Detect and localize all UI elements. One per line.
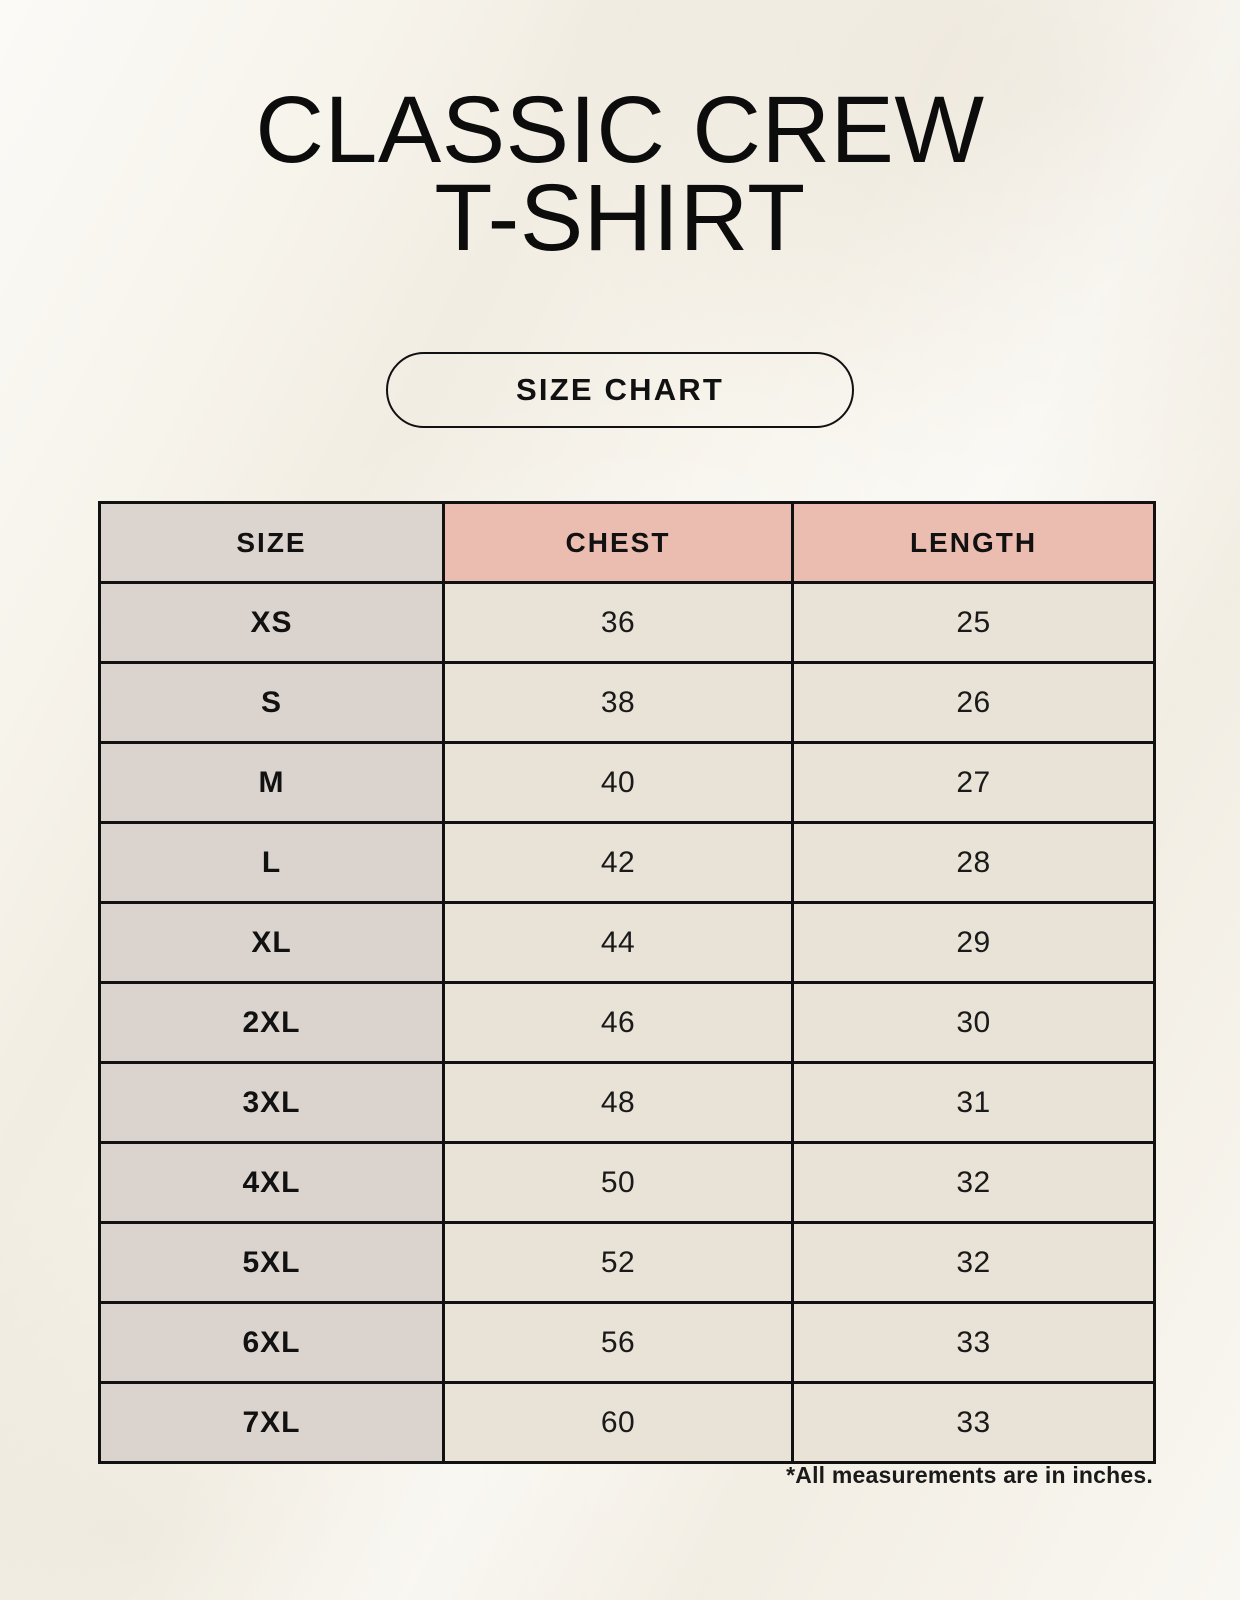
cell-length: 25 — [791, 581, 1156, 664]
table-row: M 40 27 — [98, 741, 1156, 824]
table-row: L 42 28 — [98, 821, 1156, 904]
table-row: 5XL 52 32 — [98, 1221, 1156, 1304]
table-row: S 38 26 — [98, 661, 1156, 744]
page-title-line-1: CLASSIC CREW — [255, 77, 985, 183]
cell-length: 33 — [791, 1301, 1156, 1384]
cell-length: 29 — [791, 901, 1156, 984]
table-row: 4XL 50 32 — [98, 1141, 1156, 1224]
cell-length: 30 — [791, 981, 1156, 1064]
cell-length: 32 — [791, 1221, 1156, 1304]
cell-length: 33 — [791, 1381, 1156, 1464]
size-table-body: XS 36 25 S 38 26 M 40 27 L 42 28 XL 44 29 2XL 46 30 3XL 48 3… — [98, 581, 1156, 1464]
page-title: CLASSIC CREW T-SHIRT — [0, 77, 1240, 271]
cell-size: XL — [98, 901, 445, 984]
cell-chest: 60 — [442, 1381, 794, 1464]
table-row: 2XL 46 30 — [98, 981, 1156, 1064]
cell-chest: 50 — [442, 1141, 794, 1224]
size-table: SIZE CHEST LENGTH XS 36 25 S 38 26 M 40 27 L 42 28 X… — [98, 501, 1156, 1464]
table-row: XS 36 25 — [98, 581, 1156, 664]
cell-chest: 48 — [442, 1061, 794, 1144]
cell-size: XS — [98, 581, 445, 664]
cell-chest: 52 — [442, 1221, 794, 1304]
cell-chest: 38 — [442, 661, 794, 744]
cell-chest: 36 — [442, 581, 794, 664]
cell-size: M — [98, 741, 445, 824]
size-table-header: SIZE CHEST LENGTH — [98, 501, 1156, 584]
column-header-chest: CHEST — [442, 501, 794, 584]
cell-length: 26 — [791, 661, 1156, 744]
cell-chest: 44 — [442, 901, 794, 984]
cell-length: 32 — [791, 1141, 1156, 1224]
cell-size: 4XL — [98, 1141, 445, 1224]
table-row: XL 44 29 — [98, 901, 1156, 984]
cell-chest: 42 — [442, 821, 794, 904]
cell-size: 6XL — [98, 1301, 445, 1384]
cell-chest: 40 — [442, 741, 794, 824]
size-chart-badge-container: SIZE CHART — [0, 352, 1240, 428]
cell-length: 31 — [791, 1061, 1156, 1144]
measurements-footnote: *All measurements are in inches. — [786, 1462, 1153, 1488]
cell-size: L — [98, 821, 445, 904]
cell-chest: 46 — [442, 981, 794, 1064]
cell-size: 5XL — [98, 1221, 445, 1304]
table-row: 6XL 56 33 — [98, 1301, 1156, 1384]
size-table-container: SIZE CHEST LENGTH XS 36 25 S 38 26 M 40 27 L 42 28 X… — [98, 501, 1156, 1464]
cell-size: 7XL — [98, 1381, 445, 1464]
cell-size: 3XL — [98, 1061, 445, 1144]
cell-length: 27 — [791, 741, 1156, 824]
table-row: 3XL 48 31 — [98, 1061, 1156, 1144]
table-header-row: SIZE CHEST LENGTH — [98, 501, 1156, 584]
size-chart-badge: SIZE CHART — [386, 352, 854, 428]
table-row: 7XL 60 33 — [98, 1381, 1156, 1464]
column-header-length: LENGTH — [791, 501, 1156, 584]
column-header-size: SIZE — [98, 501, 445, 584]
cell-size: 2XL — [98, 981, 445, 1064]
cell-length: 28 — [791, 821, 1156, 904]
cell-chest: 56 — [442, 1301, 794, 1384]
cell-size: S — [98, 661, 445, 744]
page-title-line-2: T-SHIRT — [434, 165, 806, 271]
